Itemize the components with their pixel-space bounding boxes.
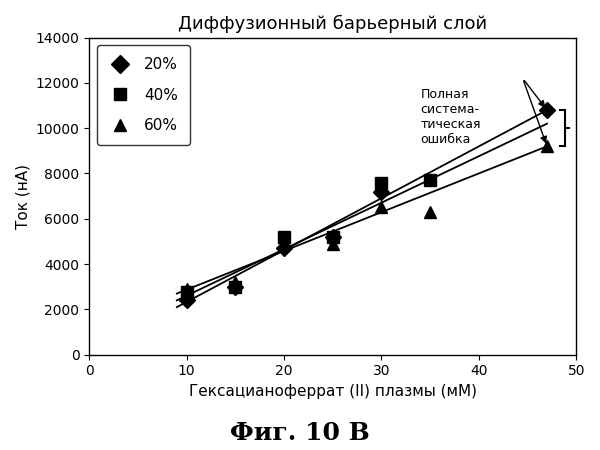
X-axis label: Гексацианоферрат (II) плазмы (мМ): Гексацианоферрат (II) плазмы (мМ) <box>189 384 477 399</box>
Text: Фиг. 10 В: Фиг. 10 В <box>230 422 370 446</box>
40% <box>378 180 385 185</box>
40% <box>183 290 190 295</box>
Line: 20%: 20% <box>181 104 553 306</box>
20% <box>280 246 287 251</box>
20% <box>329 234 337 240</box>
20% <box>183 297 190 303</box>
60% <box>232 279 239 285</box>
20% <box>232 284 239 289</box>
60% <box>427 209 434 215</box>
Y-axis label: Ток (нА): Ток (нА) <box>15 164 30 229</box>
40% <box>329 234 337 240</box>
40% <box>280 234 287 240</box>
60% <box>329 241 337 247</box>
Line: 40%: 40% <box>181 175 436 298</box>
Legend: 20%, 40%, 60%: 20%, 40%, 60% <box>97 45 190 145</box>
Title: Диффузионный барьерный слой: Диффузионный барьерный слой <box>178 15 487 33</box>
Line: 60%: 60% <box>181 141 553 295</box>
Text: Полная
система-
тическая
ошибка: Полная система- тическая ошибка <box>421 88 481 146</box>
20% <box>544 108 551 113</box>
40% <box>427 178 434 183</box>
60% <box>378 205 385 210</box>
40% <box>232 284 239 289</box>
20% <box>378 189 385 194</box>
60% <box>280 234 287 240</box>
60% <box>183 286 190 292</box>
60% <box>544 144 551 149</box>
